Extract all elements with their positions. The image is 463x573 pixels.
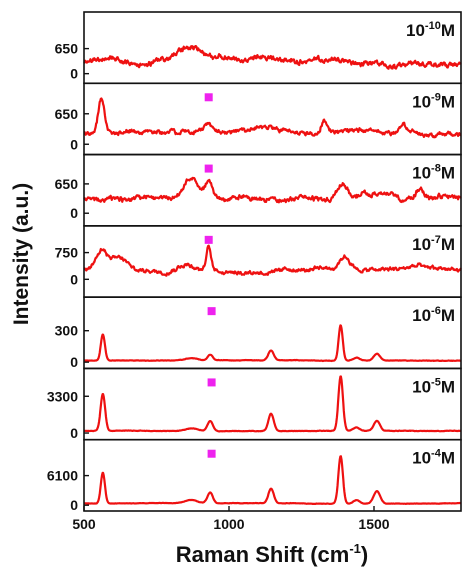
y-axis-label: Intensity (a.u.)	[10, 183, 33, 325]
spectrum-panel: 0 3300 10-5M	[47, 367, 462, 441]
spectrum-panel: 0 650 10-8M	[55, 153, 462, 227]
y-tick-label: 0	[70, 497, 78, 513]
spectrum-line	[83, 455, 462, 505]
y-tick-label: 0	[70, 354, 78, 370]
y-tick-label: 0	[70, 205, 78, 221]
panel-frame	[83, 296, 462, 370]
x-tick-label: 500	[72, 516, 96, 532]
spectrum-line	[83, 97, 462, 139]
concentration-label: 10-7M	[412, 234, 455, 254]
y-tick-label: 0	[70, 66, 78, 82]
peak-marker	[204, 235, 213, 244]
x-axis-label-main: Raman Shift (cm	[176, 542, 350, 567]
concentration-label: 10-10M	[406, 20, 455, 40]
spectrum-panel: 0 300 10-6M	[55, 296, 462, 370]
x-axis-label-close: )	[361, 542, 368, 567]
y-tick-label: 650	[55, 41, 79, 57]
concentration-label: 10-8M	[412, 163, 455, 183]
panel-frame	[83, 82, 462, 156]
y-tick-label: 6100	[47, 468, 78, 484]
y-tick-label: 300	[55, 323, 79, 339]
panel-frame	[83, 367, 462, 441]
peak-marker	[204, 93, 213, 102]
y-tick-label: 0	[70, 271, 78, 287]
spectrum-line	[83, 45, 462, 70]
concentration-label: 10-5M	[412, 376, 455, 396]
spectrum-panel: 0 750 10-7M	[55, 225, 462, 298]
spectrum-panel: 0 650 10-10M	[55, 11, 462, 85]
peak-marker	[207, 307, 216, 316]
y-tick-label: 0	[70, 425, 78, 441]
peak-marker	[204, 164, 213, 173]
peak-marker	[207, 378, 216, 387]
spectrum-line	[83, 375, 462, 433]
spectra-panels: 0 650 10-10M 0 650 10-9M 0 650 10-8M 0 750 10-7M 0 30…	[47, 11, 462, 513]
panel-frame	[83, 153, 462, 227]
y-tick-label: 750	[55, 245, 79, 261]
spectrum-panel: 0 6100 10-4M	[47, 438, 462, 513]
spectrum-line	[83, 176, 462, 204]
concentration-label: 10-6M	[412, 305, 455, 325]
x-axis-label: Raman Shift (cm-1)	[176, 541, 368, 567]
x-axis-label-sup: -1	[349, 541, 361, 556]
y-tick-label: 650	[55, 106, 79, 122]
concentration-label: 10-4M	[412, 448, 455, 468]
concentration-label: 10-9M	[412, 91, 455, 111]
peak-marker	[207, 449, 216, 458]
panel-frame	[83, 11, 462, 85]
y-tick-label: 3300	[47, 388, 78, 404]
panel-frame	[83, 225, 462, 298]
x-tick-label: 1500	[358, 516, 389, 532]
spectrum-line	[83, 324, 462, 363]
y-tick-label: 650	[55, 176, 79, 192]
x-axis-ticks: 500 1000 1500	[72, 506, 390, 532]
spectrum-line	[83, 244, 462, 277]
x-tick-label: 1000	[213, 516, 244, 532]
y-tick-label: 0	[70, 136, 78, 152]
spectrum-panel: 0 650 10-9M	[55, 82, 462, 156]
panel-frame	[83, 438, 462, 512]
